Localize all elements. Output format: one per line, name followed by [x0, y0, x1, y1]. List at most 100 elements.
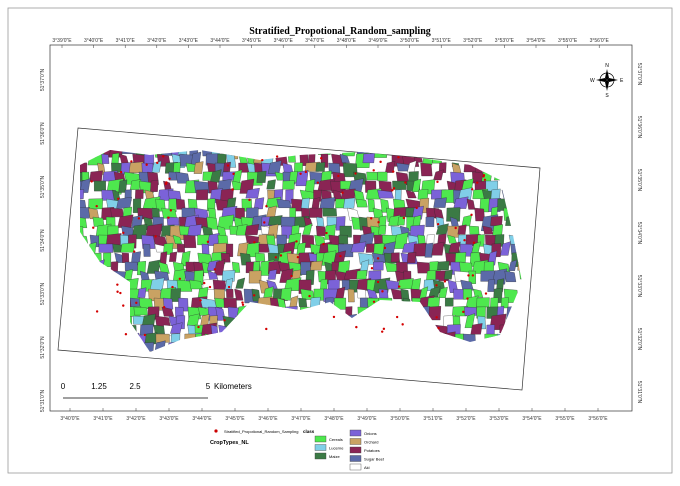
- lon-label: 3°53'0"E: [489, 416, 509, 422]
- crop-field: [473, 288, 484, 298]
- crop-field: [175, 198, 186, 210]
- legend-title: CropTypes_NL: [210, 440, 249, 446]
- crop-field: [212, 279, 227, 290]
- lon-label: 3°47'0"E: [291, 416, 311, 422]
- crop-field: [244, 224, 260, 236]
- crop-field: [377, 189, 394, 199]
- sample-point: [213, 268, 217, 271]
- sample-point: [156, 161, 159, 165]
- crop-field: [81, 171, 90, 181]
- sample-point: [241, 301, 244, 304]
- sample-point: [381, 290, 384, 293]
- crop-field: [460, 279, 474, 291]
- crop-field: [356, 288, 367, 299]
- sample-point: [383, 246, 387, 250]
- crop-field: [377, 171, 388, 182]
- lat-label: 51°35'0"N: [636, 169, 642, 192]
- sample-point: [171, 285, 174, 289]
- crop-field: [93, 180, 106, 192]
- sample-point: [308, 294, 311, 298]
- crop-field: [424, 242, 434, 258]
- legend-swatch: [349, 446, 362, 454]
- crop-field: [457, 224, 467, 235]
- compass-w: W: [590, 78, 595, 84]
- crop-field: [172, 234, 183, 244]
- legend-sample: Stratified_Propotional_Random_Sampling: [224, 429, 299, 434]
- sample-point: [165, 181, 168, 184]
- crop-field: [92, 216, 105, 227]
- crop-field: [255, 252, 266, 262]
- lon-label: 3°47'0"E: [305, 38, 325, 44]
- sample-point: [265, 204, 268, 208]
- crop-field: [150, 180, 159, 192]
- crop-field: [133, 306, 148, 316]
- crop-field: [355, 198, 368, 208]
- sample-point: [322, 242, 325, 246]
- lon-label: 3°55'0"E: [558, 38, 578, 44]
- lon-label: 3°56'0"E: [588, 416, 608, 422]
- sample-point: [463, 238, 466, 242]
- sample-point: [279, 254, 283, 257]
- crop-field: [433, 207, 444, 219]
- lon-label: 3°48'0"E: [324, 416, 344, 422]
- lon-label: 3°54'0"E: [526, 38, 546, 44]
- scale-unit: Kilometers: [214, 382, 252, 391]
- crop-field: [366, 288, 378, 299]
- sample-point: [124, 333, 128, 336]
- sample-point: [339, 254, 342, 258]
- sample-point: [391, 189, 394, 192]
- lon-label: 3°43'0"E: [179, 38, 199, 44]
- crop-field: [433, 169, 444, 181]
- crop-field: [298, 297, 308, 307]
- legend-point: [214, 429, 218, 433]
- page-border: [7, 7, 673, 474]
- sample-point: [275, 155, 279, 158]
- sample-point: [435, 316, 438, 319]
- crop-field: [487, 279, 495, 292]
- sample-point: [261, 158, 264, 162]
- crop-field: [223, 297, 237, 308]
- crop-field: [110, 207, 124, 218]
- lon-label: 3°50'0"E: [400, 38, 420, 44]
- legend-swatch: [349, 438, 362, 445]
- crop-field: [469, 225, 480, 235]
- sample-point: [470, 188, 474, 191]
- sample-point: [223, 319, 226, 322]
- map-title: Stratified_Propotional_Random_sampling: [249, 26, 431, 37]
- crop-field: [234, 288, 244, 301]
- legend-swatch: [349, 429, 362, 437]
- sample-point: [206, 240, 210, 244]
- lat-label: 51°37'0"N: [40, 68, 46, 91]
- crop-field: [301, 197, 310, 209]
- crop-field: [411, 278, 421, 290]
- sample-point: [116, 290, 119, 293]
- lon-label: 3°54'0"E: [522, 416, 542, 422]
- scale-tick: 5: [206, 382, 211, 391]
- crop-field: [405, 189, 417, 199]
- sample-point: [162, 155, 165, 158]
- lat-label: 51°34'0"N: [40, 229, 46, 252]
- crop-field: [80, 178, 91, 193]
- crop-field: [187, 198, 198, 209]
- sample-point: [143, 333, 147, 337]
- sample-point: [232, 172, 235, 176]
- crop-field: [366, 171, 378, 181]
- crop-field: [431, 241, 445, 256]
- sample-point: [437, 326, 440, 330]
- crop-field: [479, 198, 490, 213]
- compass-needle: [596, 78, 607, 82]
- sample-point: [471, 274, 475, 277]
- sample-point: [154, 235, 157, 238]
- crop-field: [124, 261, 138, 271]
- sample-point: [122, 231, 125, 235]
- crop-field: [343, 197, 356, 209]
- sample-point: [370, 267, 374, 270]
- sample-point: [295, 240, 298, 243]
- crop-field: [392, 180, 407, 190]
- crop-field: [448, 241, 461, 253]
- sample-point: [355, 325, 358, 329]
- crop-field: [196, 189, 209, 201]
- lon-label: 3°52'0"E: [456, 416, 476, 422]
